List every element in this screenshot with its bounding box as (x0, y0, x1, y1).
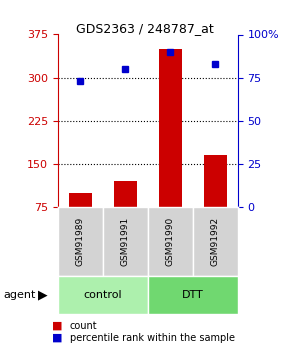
Text: ▶: ▶ (38, 288, 47, 302)
Text: GSM91991: GSM91991 (121, 217, 130, 266)
Text: GSM91990: GSM91990 (166, 217, 175, 266)
Bar (159, 49, 182, 207)
Bar (204, 155, 226, 207)
Text: GDS2363 / 248787_at: GDS2363 / 248787_at (76, 22, 214, 36)
Text: control: control (84, 290, 122, 300)
Text: count: count (70, 321, 97, 331)
Text: percentile rank within the sample: percentile rank within the sample (70, 333, 235, 343)
Text: ■: ■ (52, 321, 63, 331)
Text: agent: agent (3, 290, 35, 300)
Text: GSM91989: GSM91989 (76, 217, 85, 266)
Bar (114, 181, 137, 207)
Text: ■: ■ (52, 333, 63, 343)
Text: GSM91992: GSM91992 (211, 217, 220, 266)
Text: DTT: DTT (182, 290, 204, 300)
Bar (69, 193, 92, 207)
